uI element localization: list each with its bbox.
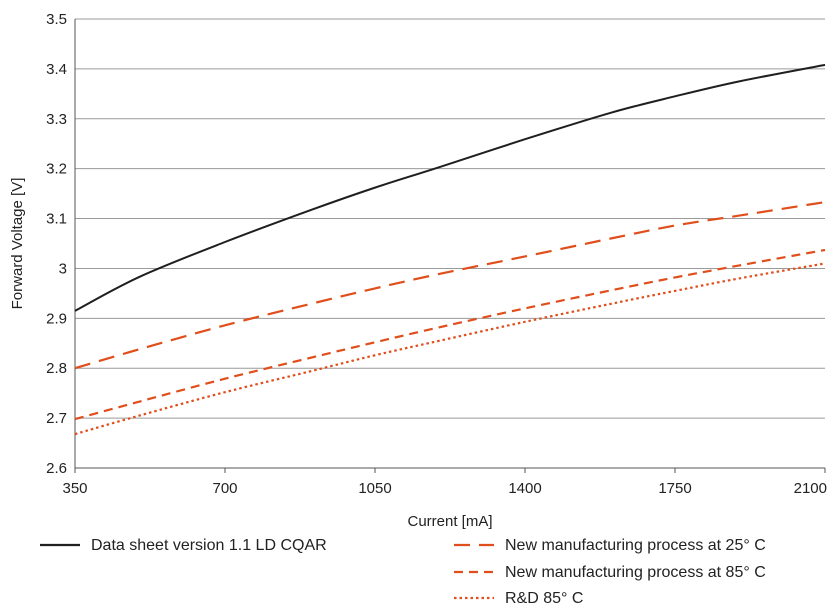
y-tick-label: 3.3 bbox=[46, 111, 67, 128]
series-line-2 bbox=[74, 248, 826, 421]
gridlines bbox=[75, 18, 825, 469]
series-line-0 bbox=[74, 63, 826, 312]
legend-label-1: New manufacturing process at 25° C bbox=[505, 537, 766, 554]
legend: Data sheet version 1.1 LD CQAR New manufa… bbox=[40, 537, 766, 607]
legend-label-2: New manufacturing process at 85° C bbox=[505, 564, 766, 581]
y-tick-label: 3.5 bbox=[46, 11, 67, 28]
x-tick-label: 1050 bbox=[358, 480, 391, 497]
y-tick-labels: 2.6 2.7 2.8 2.9 3 3.1 3.2 3.3 3.4 3.5 bbox=[46, 11, 67, 477]
y-tick-label: 3.4 bbox=[46, 61, 67, 78]
y-axis-title: Forward Voltage [V] bbox=[9, 178, 26, 310]
legend-label-0: Data sheet version 1.1 LD CQAR bbox=[91, 537, 327, 554]
x-tick-label: 1400 bbox=[508, 480, 541, 497]
x-tick-label: 2100 bbox=[794, 480, 827, 497]
x-axis-title: Current [mA] bbox=[407, 513, 492, 530]
x-tick-label: 1750 bbox=[658, 480, 691, 497]
x-tick-label: 700 bbox=[212, 480, 237, 497]
series-line-1 bbox=[74, 201, 826, 370]
series-lines bbox=[74, 63, 826, 436]
y-tick-label: 2.7 bbox=[46, 410, 67, 427]
y-tick-label: 2.9 bbox=[46, 310, 67, 327]
x-tick-label: 350 bbox=[62, 480, 87, 497]
y-tick-label: 3.1 bbox=[46, 211, 67, 228]
y-tick-label: 3.2 bbox=[46, 161, 67, 178]
legend-label-3: R&D 85° C bbox=[505, 590, 583, 607]
y-tick-label: 2.8 bbox=[46, 360, 67, 377]
series-line-3 bbox=[74, 262, 826, 436]
y-tick-label: 3 bbox=[59, 260, 67, 277]
x-tick-labels: 350 700 1050 1400 1750 2100 bbox=[62, 480, 827, 497]
y-tick-label: 2.6 bbox=[46, 460, 67, 477]
axes bbox=[74, 19, 826, 473]
